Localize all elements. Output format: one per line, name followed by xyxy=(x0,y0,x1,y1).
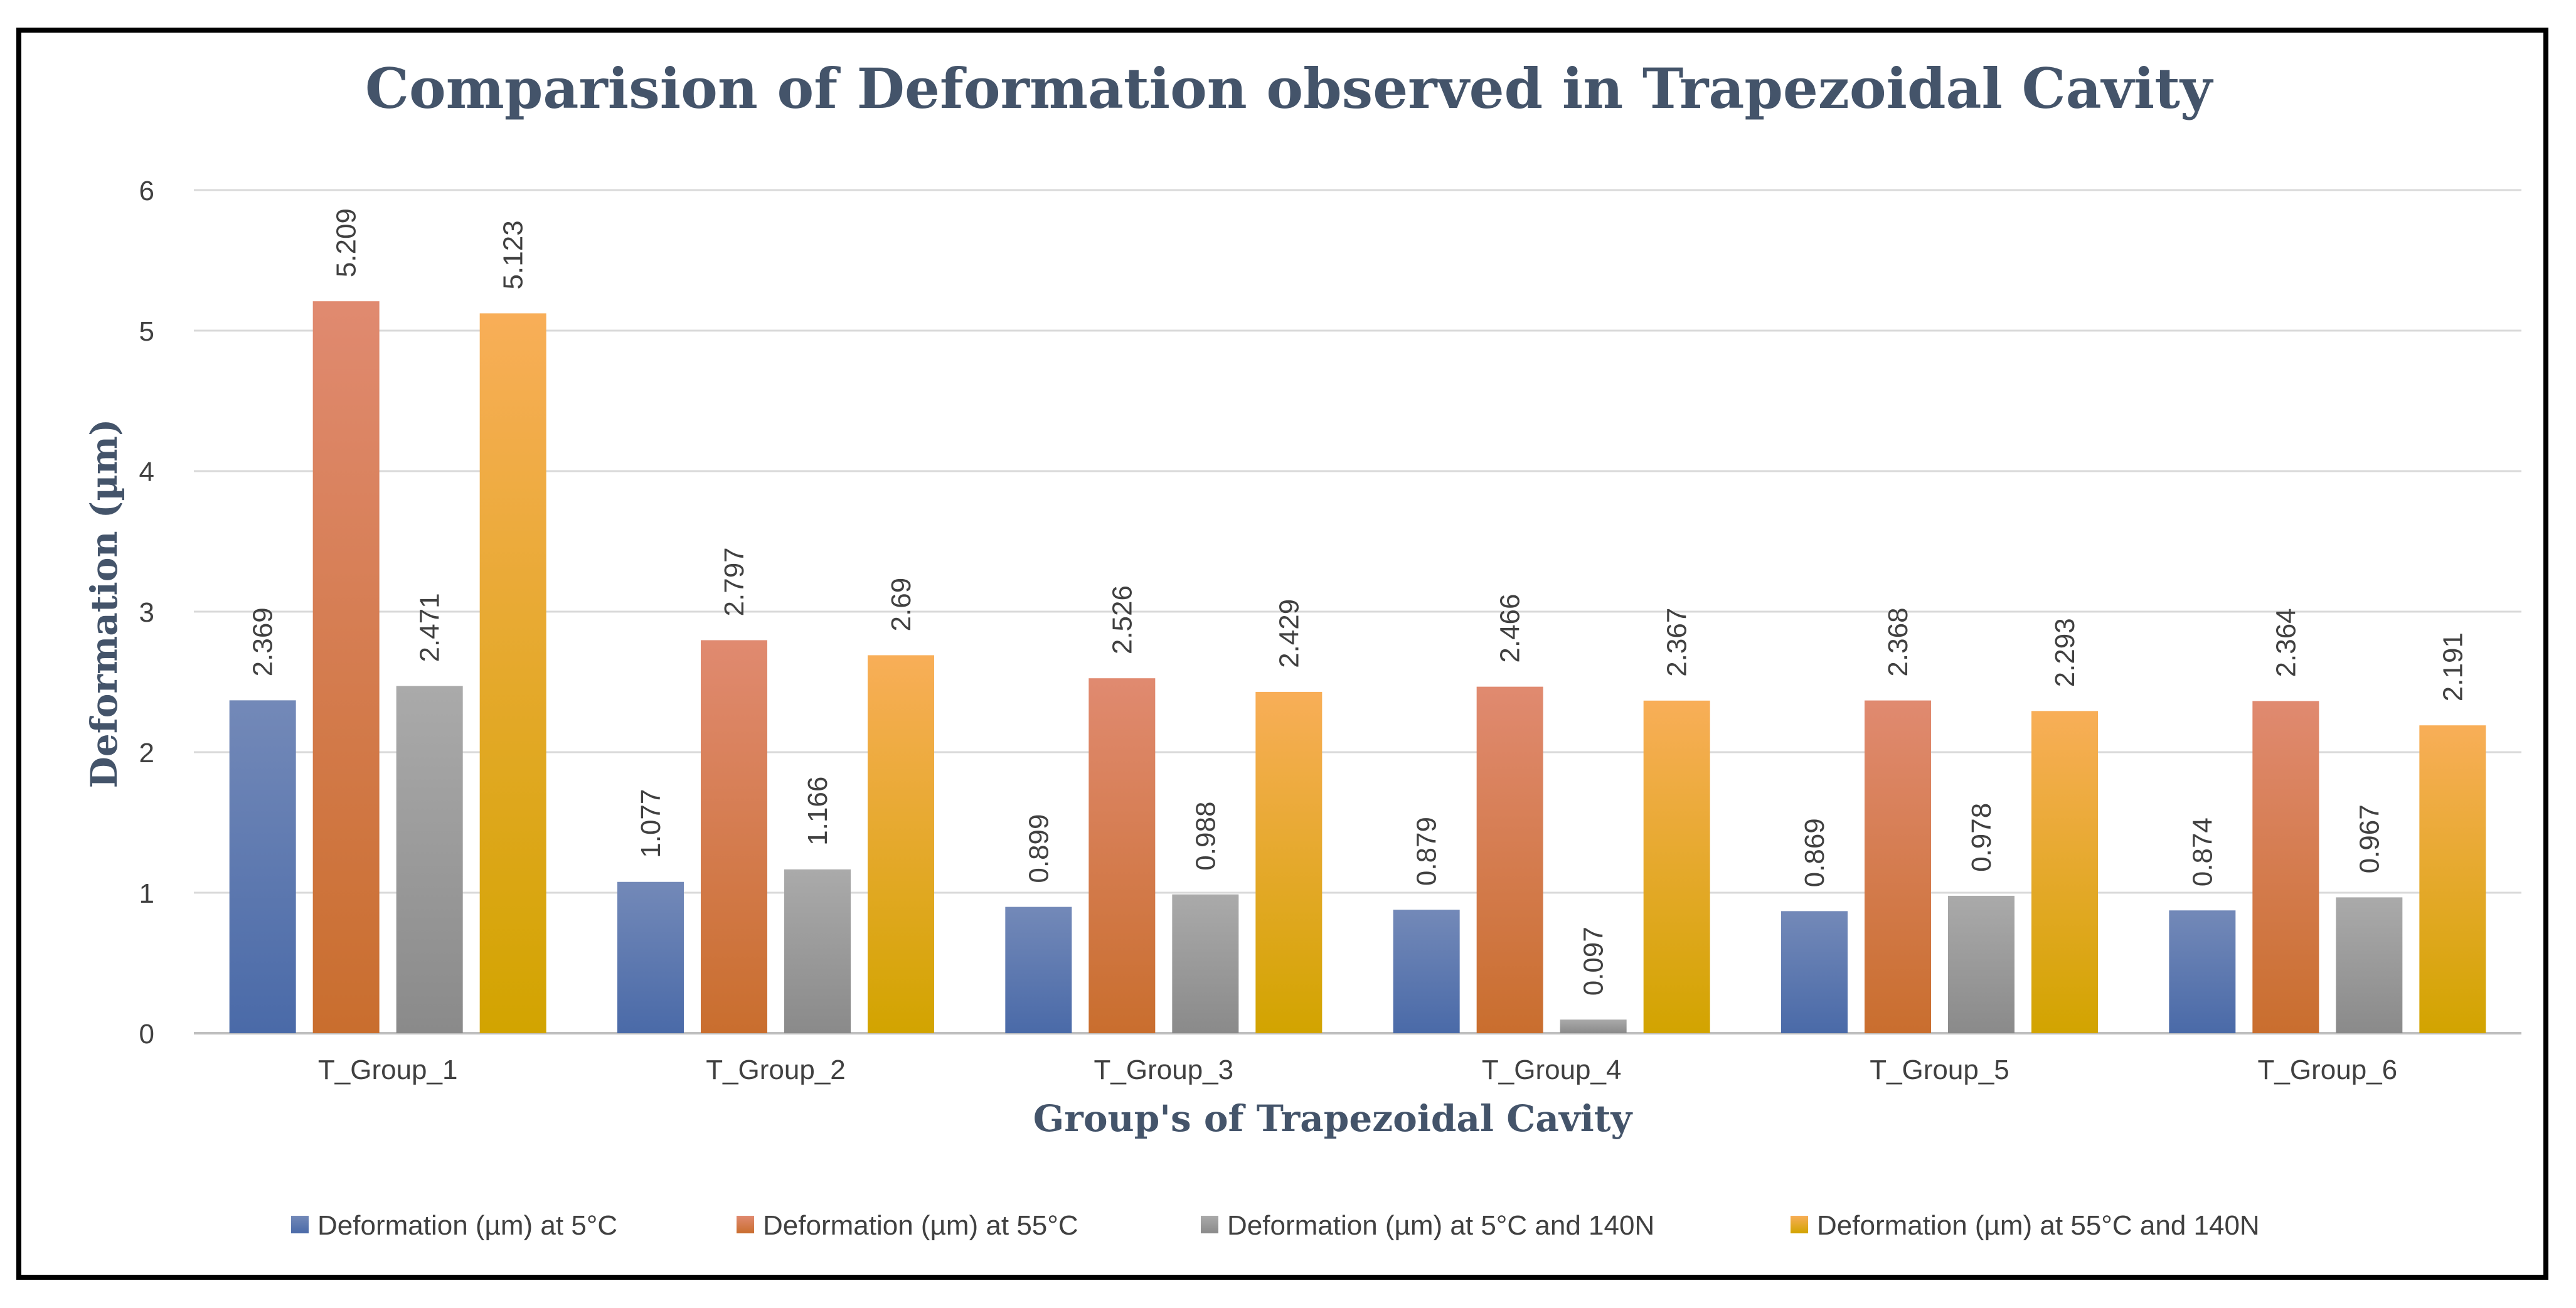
y-tick-label: 0 xyxy=(139,1019,154,1050)
bar xyxy=(312,301,380,1034)
bar xyxy=(2169,910,2236,1033)
data-label: 0.874 xyxy=(2187,817,2218,886)
bar xyxy=(2419,725,2486,1033)
x-tick-label: T_Group_5 xyxy=(1870,1055,2009,1085)
bar xyxy=(1948,895,2014,1033)
data-label: 0.879 xyxy=(1412,817,1442,886)
legend-swatch xyxy=(1201,1216,1218,1233)
chart-frame: 2.369 5.209 2.471 5.123 1.077 2.797 1.166 2.69 0… xyxy=(16,28,2548,1280)
bar xyxy=(2031,711,2098,1033)
bars xyxy=(229,301,2486,1034)
y-tick-label: 4 xyxy=(139,457,154,487)
data-label: 2.429 xyxy=(1274,599,1304,668)
data-label: 2.797 xyxy=(719,547,750,616)
data-label: 0.978 xyxy=(1966,803,1997,872)
bar xyxy=(479,313,546,1033)
x-axis-ticks: T_Group_1 T_Group_2 T_Group_3 T_Group_4 T_Gr… xyxy=(318,1055,2397,1085)
data-label: 0.988 xyxy=(1190,802,1221,871)
x-tick-label: T_Group_1 xyxy=(318,1055,458,1085)
bar xyxy=(396,686,463,1033)
bar xyxy=(1781,911,1848,1033)
data-label: 5.123 xyxy=(498,220,529,289)
chart: 2.369 5.209 2.471 5.123 1.077 2.797 1.166 2.69 0… xyxy=(83,56,2521,1241)
bar xyxy=(784,869,851,1033)
y-tick-label: 5 xyxy=(139,316,154,347)
y-tick-label: 1 xyxy=(139,878,154,909)
data-label: 0.097 xyxy=(1578,927,1609,996)
x-tick-label: T_Group_3 xyxy=(1094,1055,1234,1085)
bar xyxy=(701,640,767,1033)
bar xyxy=(617,881,684,1033)
bar xyxy=(2252,701,2319,1033)
y-axis-ticks: 0 1 2 3 4 5 6 xyxy=(139,176,154,1050)
legend-label: Deformation (µm) at 5°C xyxy=(317,1210,617,1241)
legend: Deformation (µm) at 5°C Deformation (µm) … xyxy=(291,1210,2260,1241)
legend-label: Deformation (µm) at 55°C and 140N xyxy=(1817,1210,2260,1241)
bar xyxy=(868,655,934,1033)
bar xyxy=(1172,894,1239,1033)
bar xyxy=(1005,907,1072,1033)
data-label: 2.526 xyxy=(1107,585,1137,654)
data-label: 2.364 xyxy=(2270,608,2301,677)
x-axis-title: Group's of Trapezoidal Cavity xyxy=(1033,1097,1634,1140)
data-label: 2.367 xyxy=(1662,608,1693,677)
x-tick-label: T_Group_6 xyxy=(2258,1055,2398,1085)
bar xyxy=(2336,897,2403,1033)
bar xyxy=(1643,700,1710,1033)
y-tick-label: 6 xyxy=(139,176,154,206)
x-tick-label: T_Group_4 xyxy=(1482,1055,1622,1085)
bar xyxy=(1088,678,1156,1033)
data-label: 5.209 xyxy=(331,208,362,277)
data-label: 2.369 xyxy=(248,607,279,676)
bar xyxy=(1393,910,1460,1033)
legend-label: Deformation (µm) at 5°C and 140N xyxy=(1227,1210,1654,1241)
legend-label: Deformation (µm) at 55°C xyxy=(763,1210,1078,1241)
legend-swatch xyxy=(291,1216,309,1233)
bar xyxy=(1476,686,1543,1033)
y-tick-label: 2 xyxy=(139,738,154,768)
data-label: 2.293 xyxy=(2050,618,2080,687)
y-axis-title: Deformation (µm) xyxy=(83,419,125,789)
data-label: 1.166 xyxy=(802,777,833,846)
bar xyxy=(1560,1019,1627,1033)
data-label: 0.869 xyxy=(1799,818,1830,887)
data-label: 0.899 xyxy=(1023,814,1054,883)
data-labels: 2.369 5.209 2.471 5.123 1.077 2.797 1.166 2.69 0… xyxy=(248,208,2469,996)
data-label: 2.191 xyxy=(2437,632,2468,701)
bar xyxy=(1865,700,1931,1033)
gridlines xyxy=(194,189,2521,1034)
chart-title: Comparision of Deformation observed in T… xyxy=(365,56,2214,121)
y-tick-label: 3 xyxy=(139,597,154,628)
data-label: 2.466 xyxy=(1495,594,1526,663)
legend-swatch xyxy=(737,1216,754,1233)
legend-swatch xyxy=(1791,1216,1808,1233)
bar xyxy=(229,700,296,1033)
x-tick-label: T_Group_2 xyxy=(706,1055,846,1085)
data-label: 1.077 xyxy=(636,789,666,858)
data-label: 2.471 xyxy=(415,593,445,662)
data-label: 2.368 xyxy=(1883,607,1913,676)
data-label: 0.967 xyxy=(2354,804,2385,873)
data-label: 2.69 xyxy=(886,578,917,632)
bar xyxy=(1255,691,1323,1033)
